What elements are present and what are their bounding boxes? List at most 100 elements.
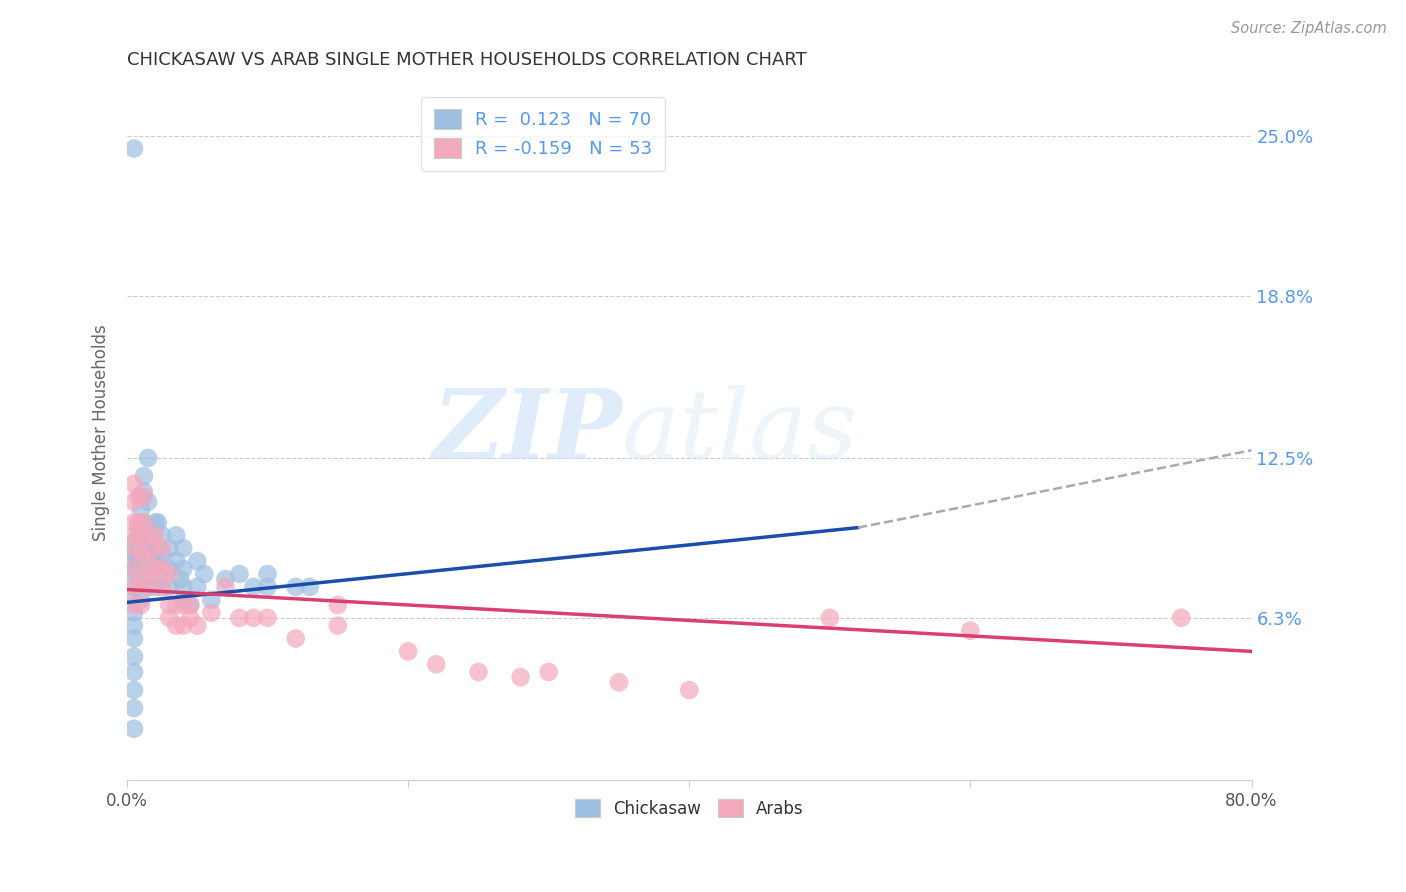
Point [179,611,201,625]
Point [122,606,145,620]
Point [172,562,194,576]
Point [129,516,152,530]
Point [186,618,208,632]
Point [157,611,180,625]
Point [537,665,560,679]
Point [165,554,187,568]
Point [172,580,194,594]
Point [129,490,152,504]
Point [122,142,145,156]
Point [146,516,169,530]
Point [129,562,152,576]
Point [242,611,264,625]
Point [146,554,169,568]
Point [129,572,152,586]
Point [122,528,145,542]
Point [228,611,250,625]
Point [122,541,145,556]
Point [678,683,700,698]
Point [165,528,187,542]
Point [256,611,278,625]
Point [129,502,152,516]
Point [129,592,152,607]
Point [607,675,630,690]
Point [141,541,163,556]
Point [136,528,159,542]
Point [127,516,149,530]
Point [143,528,166,542]
Point [136,536,159,550]
Point [150,580,173,594]
Point [136,495,159,509]
Point [129,528,152,542]
Point [228,567,250,582]
Point [157,541,180,556]
Point [818,611,841,625]
Point [150,541,173,556]
Point [186,554,208,568]
Point [959,624,981,638]
Point [122,618,145,632]
Point [165,618,187,632]
Point [150,528,173,542]
Point [143,562,166,576]
Point [122,592,145,607]
Point [256,567,278,582]
Point [179,598,201,612]
Point [284,580,307,594]
Point [127,528,149,542]
Point [141,528,163,542]
Point [150,546,173,560]
Point [169,572,191,586]
Point [157,598,180,612]
Point [214,580,236,594]
Point [136,554,159,568]
Point [200,592,222,607]
Point [129,546,152,560]
Point [127,520,149,534]
Point [193,567,215,582]
Point [122,495,145,509]
Point [326,598,349,612]
Point [132,484,155,499]
Point [150,580,173,594]
Point [509,670,531,684]
Point [143,516,166,530]
Point [129,528,152,542]
Point [165,598,187,612]
Point [172,598,194,612]
Point [396,644,419,658]
Point [122,632,145,646]
Point [122,598,145,612]
Point [132,469,155,483]
Point [122,580,145,594]
Point [122,701,145,715]
Point [129,598,152,612]
Point [122,683,145,698]
Point [136,580,159,594]
Point [122,562,145,576]
Text: CHICKASAW VS ARAB SINGLE MOTHER HOUSEHOLDS CORRELATION CHART: CHICKASAW VS ARAB SINGLE MOTHER HOUSEHOL… [127,51,807,69]
Point [179,598,201,612]
Point [136,450,159,465]
Point [127,554,149,568]
Point [157,567,180,582]
Point [127,490,149,504]
Text: Source: ZipAtlas.com: Source: ZipAtlas.com [1230,21,1386,36]
Point [214,572,236,586]
Point [467,665,489,679]
Point [284,632,307,646]
Point [136,580,159,594]
Legend: Chickasaw, Arabs: Chickasaw, Arabs [568,792,810,824]
Point [122,554,145,568]
Point [122,516,145,530]
Point [136,520,159,534]
Point [143,562,166,576]
Point [326,618,349,632]
Point [157,562,180,576]
Point [172,618,194,632]
Point [132,490,155,504]
Point [200,606,222,620]
Point [143,580,166,594]
Point [256,580,278,594]
